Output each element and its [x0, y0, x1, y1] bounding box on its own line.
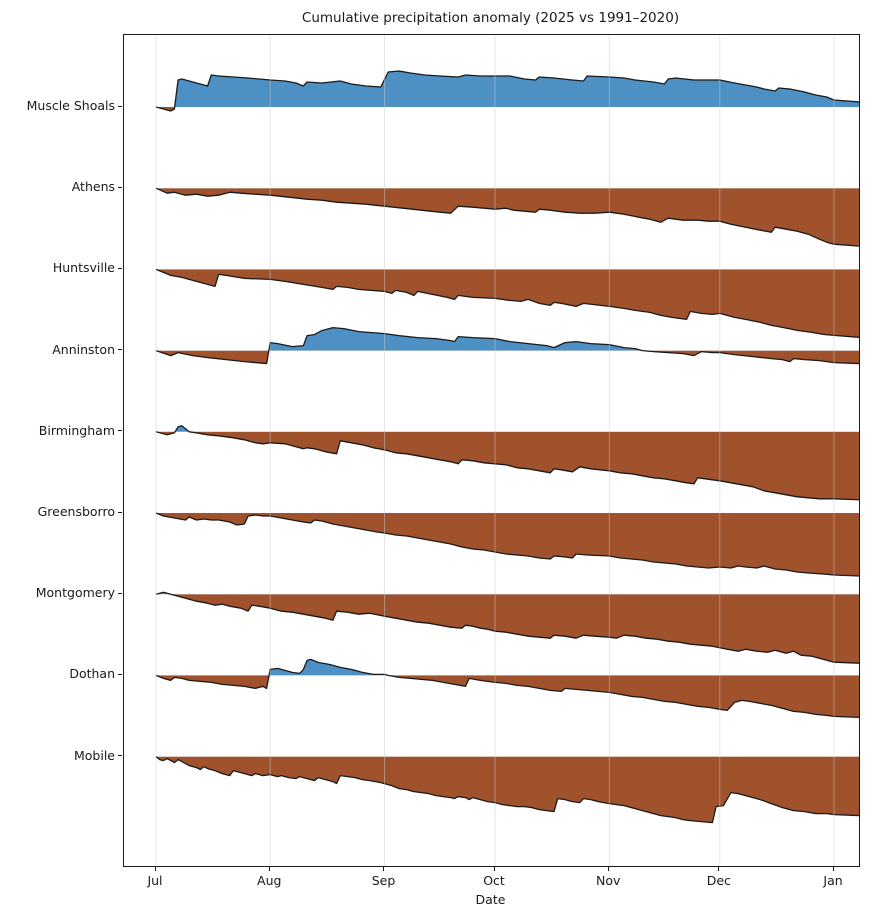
anomaly-line-muscle-shoals: [155, 70, 859, 112]
x-tick-label-sep: Sep: [371, 873, 396, 888]
y-tick-mark-montgomery: [118, 592, 122, 594]
negative-anomaly-area-anninston: [156, 350, 859, 364]
x-tick-label-dec: Dec: [706, 873, 731, 888]
y-tick-label-anninston: Anninston: [52, 341, 115, 357]
anomaly-line-huntsville: [155, 268, 859, 338]
y-tick-mark-anninston: [118, 349, 122, 351]
x-axis-label: Date: [475, 892, 506, 907]
negative-anomaly-area-huntsville: [156, 269, 859, 338]
y-tick-mark-greensborro: [118, 511, 122, 513]
anomaly-line-birmingham: [155, 425, 859, 501]
y-tick-label-birmingham: Birmingham: [38, 422, 115, 438]
negative-anomaly-area-greensborro: [156, 513, 859, 576]
x-tick-label-nov: Nov: [596, 873, 621, 888]
y-tick-mark-muscle-shoals: [118, 105, 122, 107]
y-tick-mark-mobile: [118, 755, 122, 757]
anomaly-line-athens: [155, 187, 859, 247]
plot-area: [123, 34, 860, 867]
negative-anomaly-area-athens: [156, 188, 859, 247]
y-tick-mark-dothan: [118, 673, 122, 676]
anomaly-line-dothan: [155, 658, 859, 719]
y-tick-label-greensborro: Greensborro: [37, 504, 115, 519]
ridgeline-chart-canvas: [155, 35, 859, 866]
x-tick-label-aug: Aug: [257, 873, 282, 888]
chart-title: Cumulative precipitation anomaly (2025 v…: [301, 10, 680, 26]
x-tick-label-jul: Jul: [147, 873, 163, 888]
x-tick-label-jan: Jan: [823, 873, 843, 888]
negative-anomaly-area-dothan: [156, 675, 859, 718]
y-tick-label-athens: Athens: [71, 179, 115, 195]
x-tick-mark-jan: [832, 866, 834, 871]
x-tick-mark-dec: [718, 866, 720, 871]
y-tick-mark-athens: [118, 186, 122, 188]
anomaly-line-anninston: [155, 326, 859, 365]
x-tick-mark-jul: [154, 866, 156, 871]
negative-anomaly-area-montgomery: [170, 594, 859, 664]
x-tick-label-oct: Oct: [483, 873, 505, 888]
positive-anomaly-area-muscle-shoals: [156, 71, 859, 107]
y-tick-label-mobile: Mobile: [73, 747, 115, 763]
y-tick-mark-birmingham: [118, 430, 122, 432]
y-tick-label-muscle-shoals: Muscle Shoals: [26, 98, 115, 113]
negative-anomaly-area-birmingham: [156, 431, 859, 500]
y-tick-label-montgomery: Montgomery: [35, 585, 115, 601]
anomaly-line-montgomery: [155, 591, 859, 664]
y-tick-label-huntsville: Huntsville: [52, 260, 115, 276]
x-tick-mark-nov: [607, 866, 609, 871]
positive-anomaly-area-dothan: [156, 659, 859, 676]
x-tick-mark-sep: [382, 866, 385, 871]
x-tick-mark-aug: [268, 866, 270, 871]
positive-anomaly-area-anninston: [156, 327, 859, 351]
anomaly-line-greensborro: [155, 512, 859, 577]
negative-anomaly-area-mobile: [156, 756, 859, 823]
anomaly-line-mobile: [155, 756, 859, 824]
x-tick-mark-oct: [493, 866, 495, 871]
y-tick-mark-huntsville: [118, 267, 122, 270]
y-tick-label-dothan: Dothan: [69, 666, 115, 682]
